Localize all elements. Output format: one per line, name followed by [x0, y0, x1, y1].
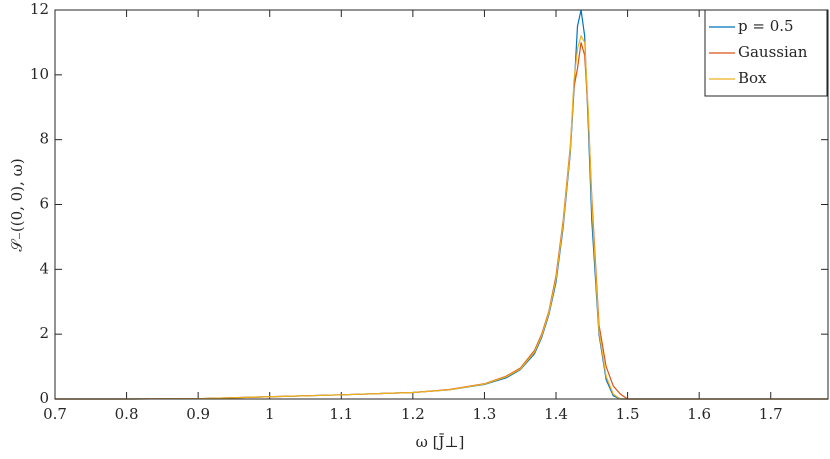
y-tick-label: 12	[30, 0, 49, 18]
x-tick-label: 0.7	[43, 405, 67, 423]
x-tick-label: 1.2	[401, 405, 425, 423]
data-line	[55, 34, 828, 400]
x-tick-label: 1.7	[759, 405, 783, 423]
legend-label: Gaussian	[738, 43, 808, 61]
y-tick-label: 4	[39, 259, 49, 277]
x-tick-label: 1.6	[687, 405, 711, 423]
legend-label: p = 0.5	[738, 17, 794, 35]
x-tick-label: 0.8	[115, 405, 139, 423]
x-tick-label: 1.1	[329, 405, 353, 423]
y-tick-label: 6	[39, 195, 49, 213]
x-tick-label: 1.3	[473, 405, 497, 423]
y-tick-label: 2	[39, 324, 49, 342]
legend: p = 0.5 Gaussian Box	[704, 9, 828, 97]
x-axis-label: ω [J̄⊥]	[416, 433, 465, 451]
x-tick-label: 1	[265, 405, 275, 423]
x-tick-label: 0.9	[186, 405, 210, 423]
y-tick-label: 10	[30, 65, 49, 83]
legend-label: Box	[738, 69, 767, 87]
y-tick-label: 0	[39, 389, 49, 407]
axes-frame	[54, 9, 829, 400]
y-axis-label: 𝒮₋((0, 0), ω)	[8, 158, 26, 251]
y-tick-label: 8	[39, 130, 49, 148]
x-tick-label: 1.4	[544, 405, 568, 423]
x-tick-label: 1.5	[616, 405, 640, 423]
